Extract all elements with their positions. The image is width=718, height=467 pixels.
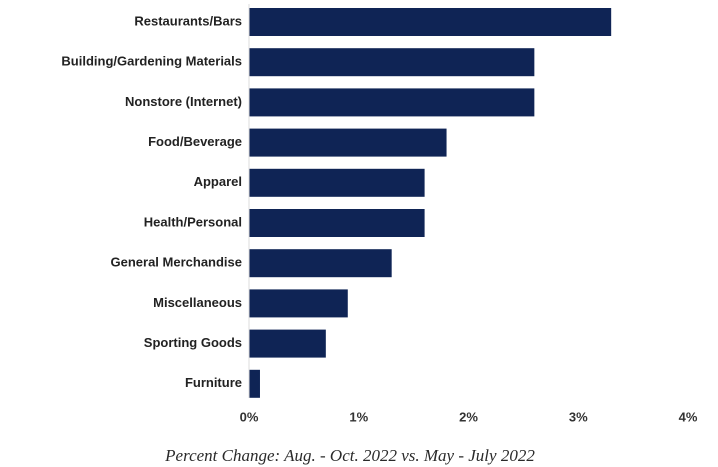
x-tick-label: 0% [240, 409, 259, 424]
category-label: Health/Personal [144, 214, 242, 229]
x-tick-label: 4% [679, 409, 698, 424]
bar-8 [249, 329, 326, 358]
category-label: General Merchandise [111, 255, 243, 270]
bar-9 [249, 369, 260, 398]
bar-4 [249, 168, 425, 197]
category-label: Building/Gardening Materials [61, 54, 242, 69]
bars-group [249, 8, 612, 398]
x-tick-label: 1% [349, 409, 368, 424]
bar-5 [249, 209, 425, 237]
bar-7 [249, 289, 348, 318]
x-tick-label: 3% [569, 409, 588, 424]
category-label: Apparel [194, 174, 242, 189]
category-label: Sporting Goods [144, 335, 242, 350]
bar-0 [249, 8, 612, 36]
bar-1 [249, 48, 535, 77]
category-label: Nonstore (Internet) [125, 94, 242, 109]
category-labels: Restaurants/Bars Building/Gardening Mater… [61, 13, 242, 390]
category-label: Miscellaneous [153, 295, 242, 310]
category-label: Furniture [185, 375, 242, 390]
category-label: Food/Beverage [148, 134, 242, 149]
x-tick-labels: 0% 1% 2% 3% 4% [240, 409, 698, 424]
x-tick-label: 2% [459, 409, 478, 424]
category-label: Restaurants/Bars [134, 13, 242, 28]
bar-3 [249, 128, 447, 157]
x-axis-label: Percent Change: Aug. - Oct. 2022 vs. May… [164, 446, 535, 465]
bar-2 [249, 88, 535, 117]
bar-6 [249, 249, 392, 278]
